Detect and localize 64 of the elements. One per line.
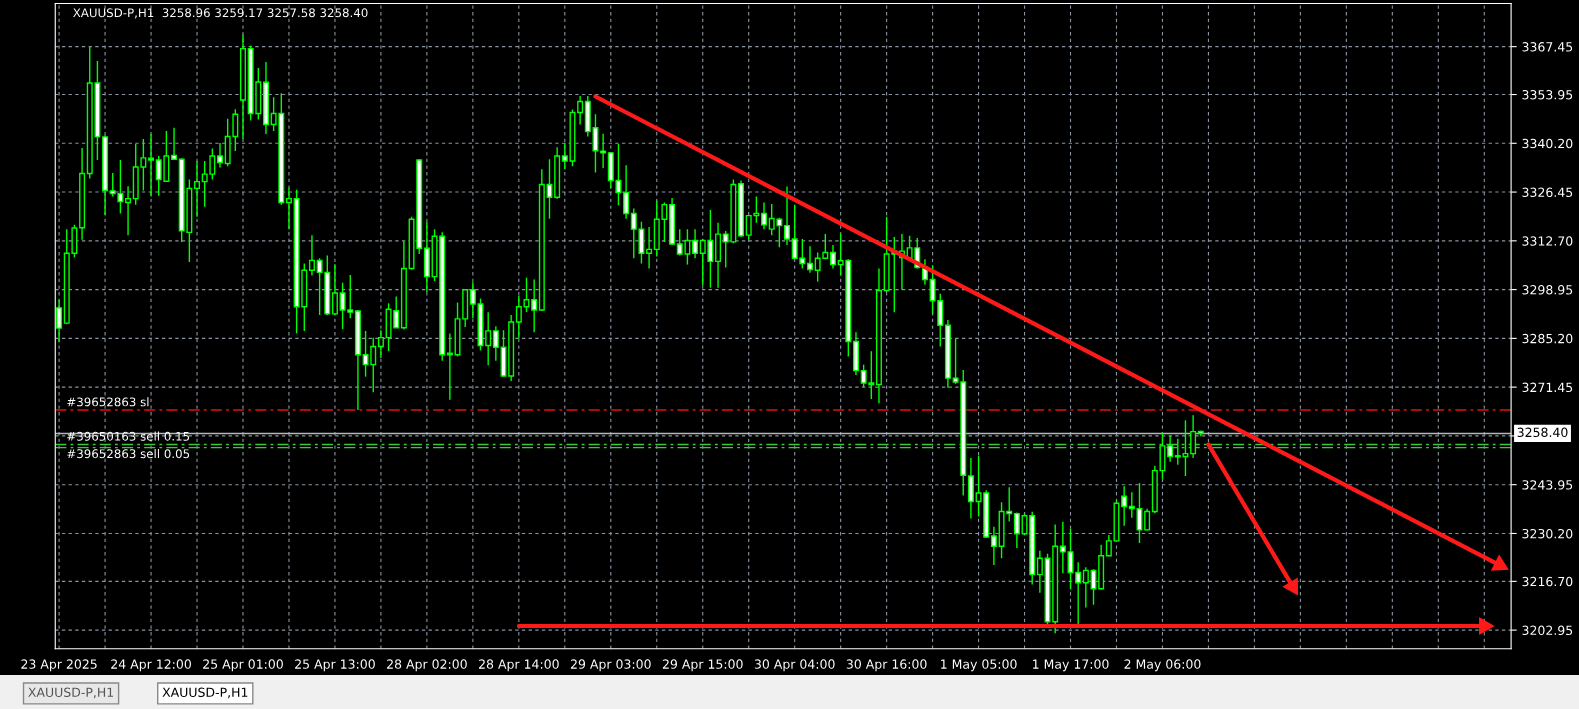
text: XAUUSD-P,H1 — [28, 687, 114, 699]
ref-line-label: #39650163 sell 0.15 — [67, 431, 190, 441]
x-tick-label: 24 Apr 12:00 — [111, 659, 191, 672]
x-tick-label: 28 Apr 14:00 — [479, 659, 559, 672]
y-tick-label: 3340.20 — [1522, 138, 1573, 149]
candlestick — [1059, 521, 1066, 574]
candlestick — [761, 201, 768, 230]
x-tick-label: 1 May 05:00 — [941, 659, 1017, 672]
x-tick-label: 2 May 06:00 — [1124, 659, 1201, 672]
candlestick — [469, 281, 476, 319]
candlestick — [646, 226, 653, 270]
candlestick — [829, 244, 836, 270]
candlestick — [148, 133, 155, 198]
y-tick-label: 3353.95 — [1522, 90, 1573, 100]
candlestick — [308, 234, 315, 277]
y-tick-label: 3243.95 — [1522, 480, 1573, 490]
candlestick — [194, 160, 201, 218]
x-tick-label: 25 Apr 13:00 — [295, 659, 375, 672]
candlestick — [623, 164, 630, 220]
x-tick-label: 1 May 17:00 — [1033, 659, 1109, 672]
ref-line-label: 3258.40 — [1517, 427, 1568, 438]
candlestick — [1144, 507, 1151, 532]
candlestick — [331, 263, 338, 316]
candlestick — [285, 186, 292, 230]
ref-line-label: #39652863 sell 0.05 — [67, 449, 190, 459]
x-tick-label: 28 Apr 02:00 — [387, 659, 467, 672]
y-tick-label: 3312.70 — [1522, 236, 1573, 246]
y-tick-label: 3326.45 — [1522, 187, 1573, 197]
candlestick — [377, 329, 384, 359]
x-tick-label: 30 Apr 04:00 — [754, 659, 835, 672]
x-tick-label: 25 Apr 01:00 — [203, 659, 283, 672]
candlestick — [692, 228, 699, 259]
x-tick-label: 23 Apr 2025 — [21, 659, 97, 672]
candlestick — [217, 142, 223, 169]
x-tick-label: 29 Apr 15:00 — [662, 659, 743, 672]
x-tick-label: 29 Apr 03:00 — [570, 659, 651, 672]
y-tick-label: 3285.20 — [1522, 333, 1573, 344]
candlestick — [1013, 511, 1020, 549]
chart-title: XAUUSD-P,H1 3258.96 3259.17 3257.58 3258.40 — [73, 8, 368, 19]
ref-line-label: #39652863 sl — [67, 397, 149, 407]
candlestick — [523, 277, 530, 313]
text: XAUUSD-P,H1 — [162, 687, 248, 699]
candlestick — [125, 185, 132, 236]
candlestick — [492, 325, 499, 362]
y-tick-label: 3230.20 — [1522, 528, 1573, 539]
candlestick — [1190, 414, 1197, 459]
candlestick — [1082, 566, 1089, 609]
candlestick — [990, 526, 997, 566]
y-tick-label: 3216.70 — [1522, 576, 1573, 587]
candlestick — [1121, 485, 1128, 527]
y-tick-label: 3367.45 — [1522, 42, 1573, 52]
candlestick — [1036, 550, 1043, 594]
candlestick — [531, 278, 538, 334]
x-tick-label: 30 Apr 16:00 — [846, 659, 927, 672]
candlestick — [515, 295, 522, 340]
candlestick — [1167, 434, 1174, 463]
candlestick — [807, 245, 813, 274]
y-tick-label: 3298.95 — [1522, 285, 1573, 295]
candlestick — [577, 95, 584, 126]
candlestick — [784, 185, 791, 246]
y-tick-label: 3202.95 — [1522, 625, 1573, 636]
candlestick — [171, 126, 178, 161]
y-tick-label: 3271.45 — [1522, 382, 1573, 393]
candlestick — [600, 133, 607, 169]
